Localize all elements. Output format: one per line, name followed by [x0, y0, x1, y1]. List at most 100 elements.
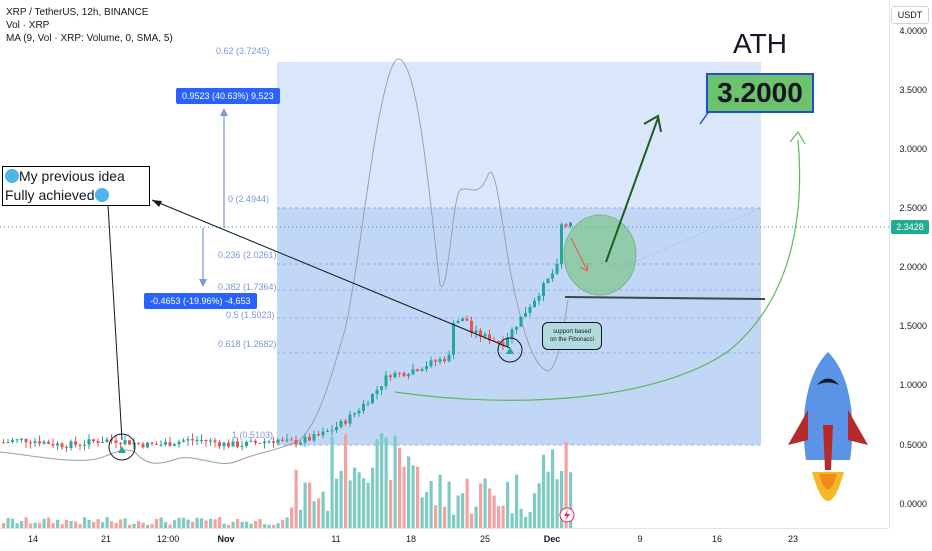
- candle-body: [123, 440, 127, 445]
- ath-label: ATH: [733, 28, 787, 59]
- candle-body: [407, 374, 410, 377]
- volume-bar: [569, 472, 573, 528]
- volume-bar: [200, 518, 204, 528]
- volume-bar: [506, 481, 510, 528]
- volume-bar: [299, 510, 303, 528]
- ma-indicator-title[interactable]: MA (9, Vol · XRP: Volume, 0, SMA, 5): [6, 33, 173, 44]
- time-tick: 12:00: [156, 534, 180, 544]
- volume-bar: [128, 524, 132, 528]
- candle-body: [546, 278, 550, 284]
- candle-body: [501, 342, 505, 347]
- price-axis[interactable]: 4.0000 3.5000 3.0000 2.5000 2.0000 1.500…: [889, 0, 932, 528]
- volume-bar: [87, 519, 91, 528]
- volume-bar: [15, 523, 19, 528]
- candle-body: [159, 444, 163, 446]
- measure-up-label[interactable]: 0.9523 (40.63%) 9,523: [176, 88, 280, 104]
- volume-indicator-title[interactable]: Vol · XRP: [6, 20, 50, 31]
- candle-body: [362, 403, 365, 411]
- volume-bar: [101, 522, 105, 528]
- volume-bar: [344, 434, 348, 528]
- fib-label-0618: 0.618 (1.2682): [218, 339, 277, 349]
- candle-body: [137, 442, 140, 444]
- volume-bar: [236, 519, 240, 528]
- candle-body: [402, 372, 406, 377]
- candle-body: [456, 321, 460, 324]
- candle-body: [56, 443, 59, 446]
- volume-bar: [245, 521, 249, 528]
- volume-bar: [398, 447, 402, 528]
- chart-header: XRP / TetherUS, 12h, BINANCE Vol · XRP M…: [6, 6, 173, 45]
- volume-bar: [362, 478, 366, 528]
- candle-body: [366, 403, 370, 405]
- price-tick: 1.5000: [899, 321, 927, 331]
- candle-body: [164, 442, 167, 445]
- volume-bar: [164, 522, 168, 528]
- candle-body: [569, 222, 572, 227]
- candle-body: [182, 440, 185, 442]
- fib-zone-upper: [277, 62, 761, 208]
- candle-body: [416, 369, 419, 371]
- measure-down-label[interactable]: -0.4653 (-19.96%) -4,653: [144, 293, 257, 309]
- volume-bar: [474, 506, 478, 528]
- volume-bar: [357, 472, 361, 528]
- symbol-title[interactable]: XRP / TetherUS, 12h, BINANCE: [6, 7, 149, 18]
- volume-bar: [389, 479, 393, 528]
- candle-body: [425, 366, 428, 370]
- candle-body: [15, 439, 19, 441]
- support-note[interactable]: support based on the Fibonacci: [542, 322, 602, 350]
- previous-idea-note[interactable]: My previous idea Fully achieved: [2, 166, 150, 206]
- volume-bar: [321, 491, 325, 528]
- time-tick: 9: [637, 534, 643, 544]
- volume-bar: [258, 519, 262, 528]
- candle-body: [420, 369, 424, 371]
- candle-body: [299, 442, 302, 445]
- candle-body: [452, 323, 455, 355]
- currency-selector[interactable]: USDT: [891, 6, 929, 24]
- volume-bar: [146, 524, 150, 528]
- volume-bar: [182, 517, 186, 528]
- candle-body: [290, 439, 293, 441]
- volume-bar: [285, 517, 289, 528]
- candle-body: [236, 441, 239, 447]
- volume-bar: [488, 488, 492, 528]
- volume-bar: [483, 478, 487, 528]
- volume-bar: [555, 479, 559, 528]
- candle-body: [177, 441, 181, 445]
- pullback-arrow: [570, 237, 588, 271]
- volume-bar: [456, 495, 460, 528]
- time-tick: 21: [100, 534, 112, 544]
- volume-bar: [308, 482, 312, 528]
- volume-bar: [74, 521, 78, 528]
- volume-bar: [42, 518, 46, 528]
- candle-body: [308, 436, 311, 441]
- volume-bar: [218, 517, 222, 528]
- fib-label-05: 0.5 (1.5023): [226, 310, 275, 320]
- volume-bar: [492, 495, 496, 528]
- candle-body: [200, 440, 203, 442]
- price-tick: 2.0000: [899, 262, 927, 272]
- candle-body: [6, 442, 10, 444]
- price-tick: 1.0000: [899, 380, 927, 390]
- volume-bar: [119, 519, 123, 528]
- volume-bar: [443, 506, 447, 528]
- volume-bar: [281, 519, 285, 528]
- candle-body: [344, 420, 347, 424]
- volume-bar: [65, 519, 69, 528]
- fib-label-0: 0 (2.4944): [228, 194, 270, 204]
- candle-body: [335, 427, 338, 431]
- candle-body: [470, 320, 473, 333]
- price-tick: 0.5000: [899, 440, 927, 450]
- candle-body: [321, 431, 325, 436]
- volume-bar: [317, 498, 321, 528]
- time-tick: 23: [787, 534, 799, 544]
- time-tick: Nov: [217, 534, 235, 544]
- target-price-box[interactable]: 3.2000: [706, 73, 814, 113]
- volume-bar: [38, 523, 42, 528]
- candle-body: [533, 300, 536, 308]
- price-chart[interactable]: [0, 0, 889, 528]
- time-axis[interactable]: 14 21 12:00 Nov 11 18 25 Dec 9 16 23: [0, 528, 889, 551]
- rocket-icon: [788, 352, 868, 501]
- volume-bar: [173, 520, 177, 528]
- breakout-arrowhead: [643, 114, 662, 133]
- volume-bar: [6, 517, 10, 528]
